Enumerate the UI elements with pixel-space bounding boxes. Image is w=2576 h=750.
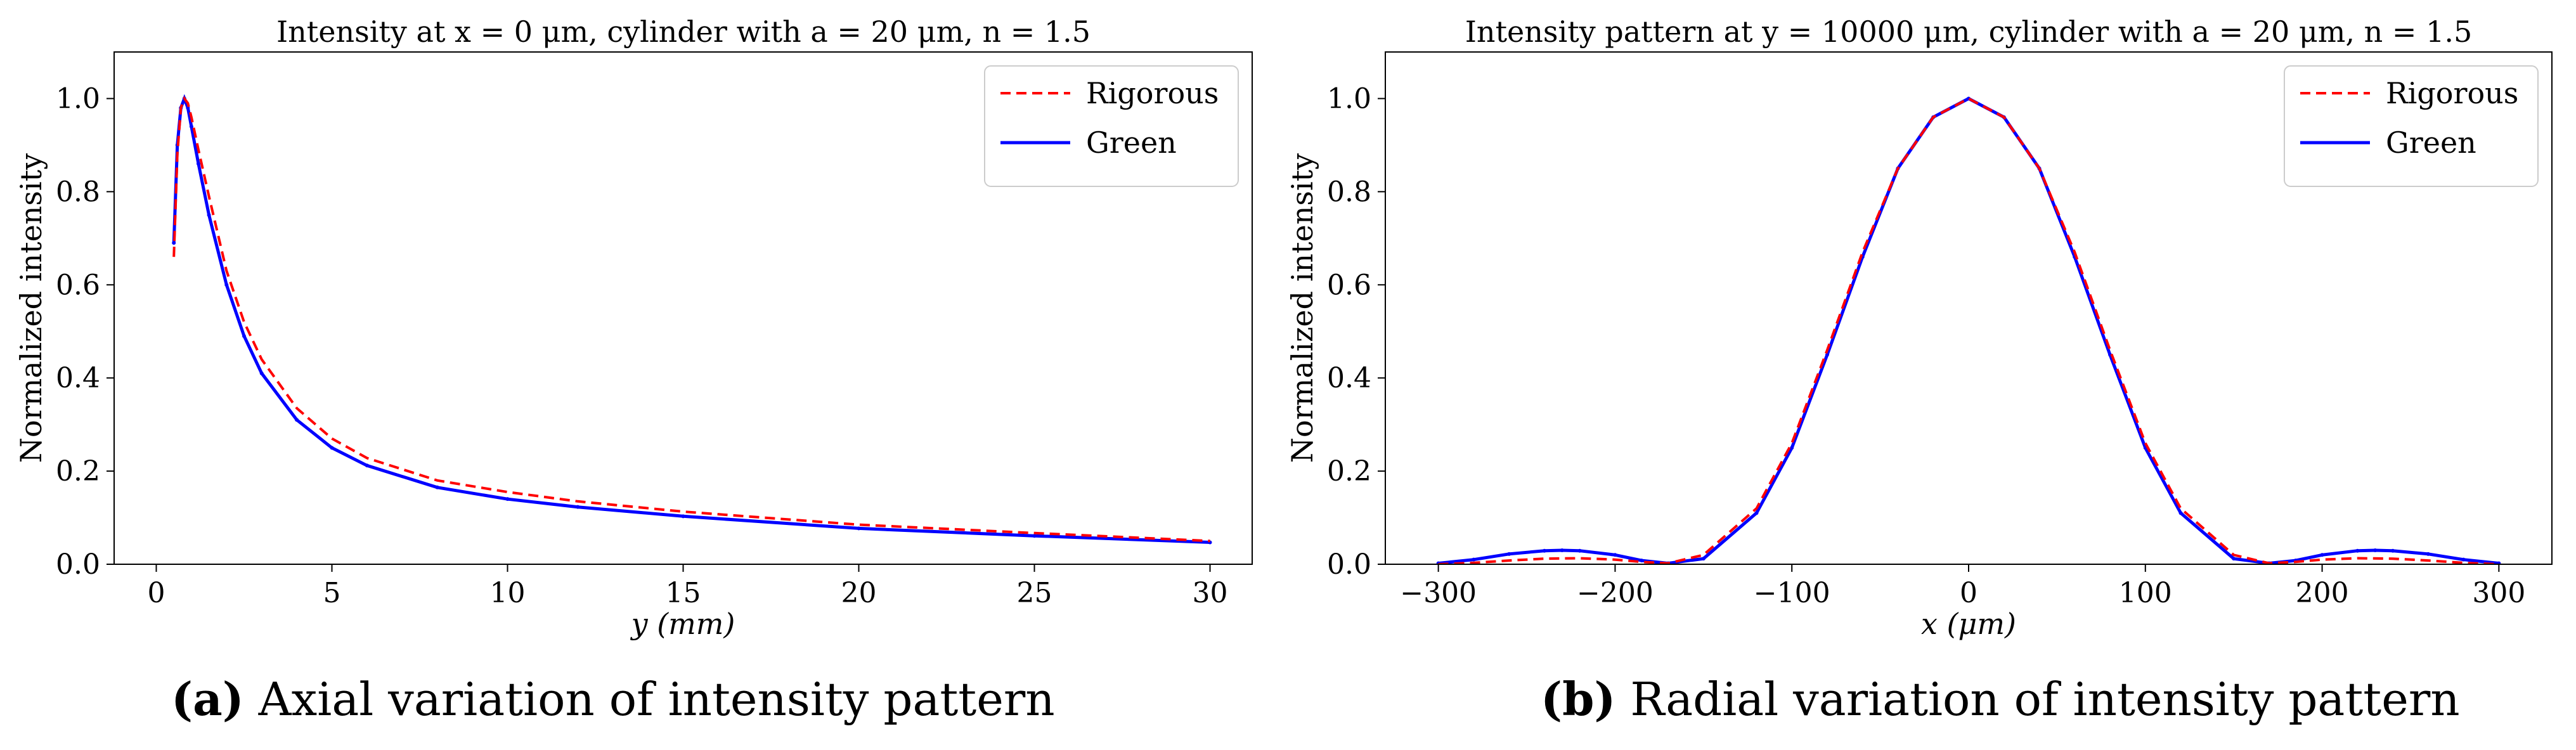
legend: Rigorous Green xyxy=(2284,65,2539,187)
legend-label-green: Green xyxy=(2386,126,2476,160)
y-tick-label: 0.6 xyxy=(56,269,100,301)
y-tick-label: 0.0 xyxy=(56,548,100,581)
x-tick-label: −300 xyxy=(1400,577,1477,609)
data-point xyxy=(365,463,369,468)
data-point xyxy=(435,485,439,489)
caption-a-label: (a) xyxy=(171,672,244,726)
data-point xyxy=(330,446,334,450)
data-point xyxy=(1640,559,1644,563)
data-point xyxy=(242,334,246,339)
data-point xyxy=(2391,548,2395,553)
chart-title: Intensity pattern at y = 10000 μm, cylin… xyxy=(1465,15,2472,49)
y-tick-label: 0.2 xyxy=(56,455,100,488)
legend: Rigorous Green xyxy=(984,65,1239,187)
y-tick-label: 0.6 xyxy=(1327,269,1371,301)
y-tick-label: 0.8 xyxy=(56,176,100,208)
y-tick-label: 1.0 xyxy=(56,82,100,115)
data-point xyxy=(2461,557,2466,562)
data-point xyxy=(2373,548,2378,552)
x-tick-label: 5 xyxy=(323,577,340,609)
data-point xyxy=(2355,548,2360,553)
legend-label-rigorous: Rigorous xyxy=(1086,76,1219,110)
data-point xyxy=(1790,446,1794,450)
data-point xyxy=(505,497,510,501)
data-point xyxy=(1825,352,1829,357)
data-point xyxy=(1032,534,1037,538)
caption-a: (a) Axial variation of intensity pattern xyxy=(171,672,1055,726)
data-point xyxy=(259,371,264,375)
x-tick-label: 0 xyxy=(147,577,165,609)
chart-1: Intensity pattern at y = 10000 μm, cylin… xyxy=(1285,15,2553,641)
y-tick-label: 0.2 xyxy=(1327,455,1371,488)
data-point xyxy=(1754,511,1759,515)
data-point xyxy=(1577,548,1582,553)
x-tick-label: 10 xyxy=(489,577,525,609)
data-point xyxy=(2497,561,2501,564)
data-point xyxy=(172,241,176,245)
x-tick-label: 300 xyxy=(2472,577,2525,609)
caption-a-text: Axial variation of intensity pattern xyxy=(243,673,1055,726)
chart-title: Intensity at x = 0 μm, cylinder with a =… xyxy=(276,15,1091,49)
data-point xyxy=(681,514,685,519)
data-point xyxy=(576,505,580,509)
x-tick-label: 30 xyxy=(1193,577,1228,609)
data-point xyxy=(2320,553,2324,557)
data-point xyxy=(1542,548,1546,553)
x-axis-label: y (mm) xyxy=(630,607,735,641)
data-point xyxy=(189,124,193,129)
data-point xyxy=(1472,557,1476,562)
x-tick-label: −100 xyxy=(1754,577,1830,609)
x-tick-label: 20 xyxy=(841,577,877,609)
chart-0: Intensity at x = 0 μm, cylinder with a =… xyxy=(14,15,1253,641)
x-axis-label: x (μm) xyxy=(1921,607,2016,641)
y-axis-label: Normalized intensity xyxy=(14,153,48,463)
data-point xyxy=(186,106,190,110)
x-tick-label: 200 xyxy=(2296,577,2349,609)
data-point xyxy=(857,526,861,531)
data-point xyxy=(1701,557,1705,561)
y-tick-label: 0.8 xyxy=(1327,176,1371,208)
legend-label-rigorous: Rigorous xyxy=(2386,76,2518,110)
caption-b: (b) Radial variation of intensity patter… xyxy=(1541,672,2460,726)
data-point xyxy=(1613,553,1617,557)
y-tick-label: 1.0 xyxy=(1327,82,1371,115)
data-point xyxy=(2232,557,2236,561)
data-point xyxy=(1560,548,1564,552)
data-point xyxy=(295,418,299,422)
series-line-rigorous xyxy=(172,96,1210,543)
x-tick-label: 25 xyxy=(1017,577,1052,609)
caption-b-label: (b) xyxy=(1541,672,1616,726)
legend-label-green: Green xyxy=(1086,126,1177,160)
y-tick-label: 0.0 xyxy=(1327,548,1371,581)
data-point xyxy=(207,213,211,217)
data-point xyxy=(2178,511,2183,515)
data-point xyxy=(224,283,229,287)
y-tick-label: 0.4 xyxy=(56,362,100,394)
legend-box xyxy=(984,65,1239,187)
y-tick-label: 0.4 xyxy=(1327,362,1371,394)
x-tick-label: −200 xyxy=(1577,577,1654,609)
x-tick-label: 100 xyxy=(2119,577,2172,609)
series-line-rigorous xyxy=(1438,97,2499,564)
x-tick-label: 0 xyxy=(1960,577,1977,609)
data-point xyxy=(196,162,200,166)
legend-box xyxy=(2284,65,2539,187)
data-point xyxy=(2426,552,2430,556)
x-tick-label: 15 xyxy=(666,577,701,609)
data-point xyxy=(1507,552,1511,556)
y-axis-label: Normalized intensity xyxy=(1285,153,1319,463)
caption-b-text: Radial variation of intensity pattern xyxy=(1615,673,2460,726)
